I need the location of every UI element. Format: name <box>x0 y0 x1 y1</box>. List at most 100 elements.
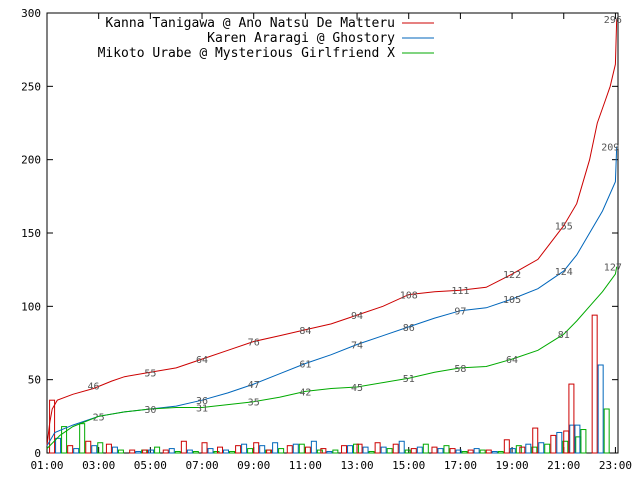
histogram-bar-blue <box>310 440 317 454</box>
series-3-data-label: 81 <box>558 330 570 341</box>
series-line-2 <box>46 146 618 446</box>
histogram-bar-blue <box>148 449 155 454</box>
x-tick-label: 21:00 <box>547 459 580 472</box>
y-tick-label: 50 <box>28 374 41 387</box>
series-1-data-label: 122 <box>503 270 521 281</box>
series-2-data-label: 47 <box>248 380 260 391</box>
series-1-data-label: 94 <box>351 311 363 322</box>
series-3-data-label: 127 <box>604 263 622 274</box>
series-2-data-label: 61 <box>299 360 311 371</box>
histogram-bar-red <box>105 443 112 454</box>
histogram-bar-green <box>404 449 411 454</box>
series-1-data-label: 296 <box>604 15 622 26</box>
histogram-bar-red <box>449 448 456 454</box>
histogram-bar-blue <box>207 448 214 454</box>
histogram-bar-blue <box>347 445 354 454</box>
histogram-bar-red <box>129 449 136 454</box>
histogram-bar-red <box>304 446 311 454</box>
histogram-bar-blue <box>326 451 333 454</box>
series-line-3 <box>46 266 618 449</box>
histogram-bar-red <box>485 449 492 454</box>
histogram-bar-blue <box>111 446 118 454</box>
y-tick-label: 300 <box>21 7 41 20</box>
histogram-bar-red <box>550 434 557 454</box>
x-tick-label: 09:00 <box>237 459 270 472</box>
x-tick-label: 19:00 <box>496 459 529 472</box>
histogram-bar-red <box>320 448 327 454</box>
x-tick-label: 23:00 <box>599 459 632 472</box>
histogram-bar-red <box>217 446 224 454</box>
histogram-bar-red <box>519 446 526 454</box>
series-3-data-label: 31 <box>196 404 208 415</box>
histogram-bar-blue <box>135 451 142 454</box>
histogram-bar-blue <box>91 445 98 454</box>
series-2-data-label: 97 <box>454 307 466 318</box>
histogram-bar-green <box>368 451 375 454</box>
histogram-bar-blue <box>556 431 563 454</box>
series-3-data-label: 30 <box>144 405 156 416</box>
series-2-data-label: 86 <box>403 323 415 334</box>
series-1-data-label: 76 <box>248 338 260 349</box>
series-1-data-label: 111 <box>451 286 469 297</box>
histogram-bar-blue <box>509 448 516 454</box>
histogram-bar-green <box>332 449 339 454</box>
histogram-bar-blue <box>186 449 193 454</box>
histogram-bar-blue <box>455 449 462 454</box>
histogram-bar-green <box>461 451 468 454</box>
histogram-bar-red <box>392 443 399 454</box>
histogram-bar-blue <box>73 448 80 454</box>
histogram-bar-green <box>544 443 551 454</box>
legend-label-3: Mikoto Urabe @ Mysterious Girlfriend X <box>98 46 396 61</box>
histogram-bar-red <box>532 427 539 454</box>
histogram-bar-green <box>247 448 254 454</box>
series-1-data-label: 55 <box>144 368 156 379</box>
histogram-bar-blue <box>241 443 248 454</box>
histogram-bar-green <box>97 442 104 454</box>
x-tick-label: 15:00 <box>392 459 425 472</box>
histogram-bar-red <box>356 443 363 454</box>
histogram-bar-red <box>235 445 242 454</box>
legend-label-1: Kanna Tanigawa @ Ano Natsu De Matteru <box>105 16 395 31</box>
series-2-data-label: 25 <box>93 412 105 423</box>
x-tick-label: 01:00 <box>30 459 63 472</box>
series-2-data-label: 36 <box>196 396 208 407</box>
series-1-data-label: 155 <box>555 222 573 233</box>
histogram-bar-blue <box>362 446 369 454</box>
histogram-bar-red <box>162 449 169 454</box>
histogram-bar-blue <box>272 442 279 454</box>
histogram-bar-blue <box>168 448 175 454</box>
y-tick-label: 100 <box>21 300 41 313</box>
histogram-bar-green <box>353 443 360 454</box>
histogram-bar-green <box>154 446 161 454</box>
histogram-bar-red <box>201 442 208 454</box>
series-1-data-label: 64 <box>196 355 208 366</box>
histogram-bar-blue <box>597 364 604 454</box>
histogram-bar-green <box>213 451 220 454</box>
histogram-bar-red <box>341 445 348 454</box>
histogram-bar-green <box>422 443 429 454</box>
y-tick-label: 200 <box>21 154 41 167</box>
histogram-bar-red <box>180 440 187 454</box>
series-2-data-label: 209 <box>601 142 619 153</box>
series-2-data-label: 105 <box>503 295 521 306</box>
series-3-data-label: 51 <box>403 374 415 385</box>
histogram-bar-green <box>580 429 587 454</box>
histogram-bar-green <box>298 443 305 454</box>
histogram-bar-red <box>374 442 381 454</box>
histogram-bar-green <box>174 451 181 454</box>
histogram-bar-red <box>568 383 575 454</box>
histogram-bar-green <box>278 448 285 454</box>
histogram-bar-blue <box>473 448 480 454</box>
histogram-bar-red <box>591 314 598 454</box>
histogram-bar-blue <box>55 437 62 454</box>
x-tick-label: 17:00 <box>444 459 477 472</box>
histogram-bar-red <box>142 449 149 454</box>
histogram-bar-red <box>503 439 510 454</box>
histogram-bar-green <box>192 451 199 454</box>
y-tick-label: 150 <box>21 227 41 240</box>
histogram-bar-green <box>515 445 522 454</box>
series-3-data-label: 45 <box>351 383 363 394</box>
histogram-bar-blue <box>574 424 581 454</box>
